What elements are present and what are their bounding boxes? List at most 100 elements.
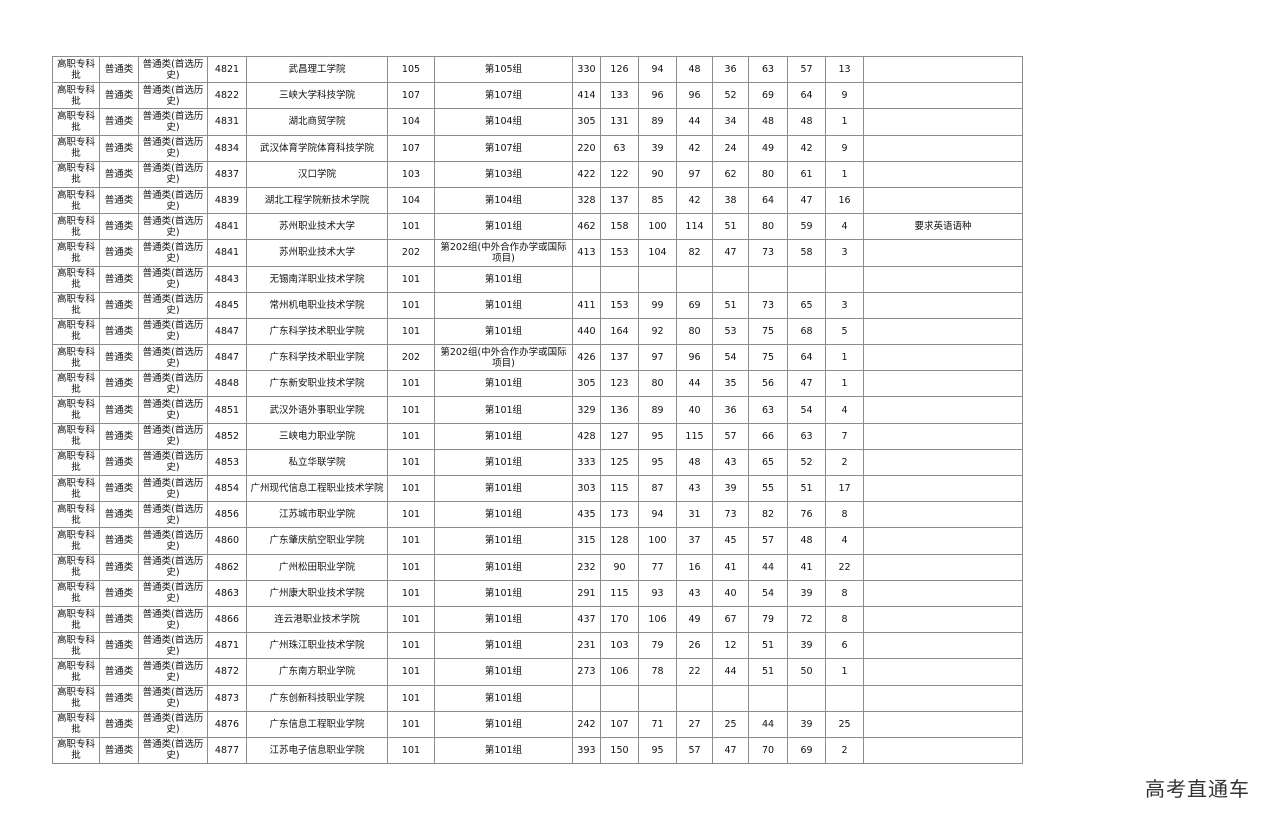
score-cell-3: 80 (638, 370, 677, 398)
type-cell: 普通类 (99, 108, 139, 136)
score-cell-3: 85 (638, 186, 677, 215)
type-cell: 普通类 (99, 213, 139, 241)
score-cell-5: 54 (712, 344, 749, 372)
score-cell-6: 48 (748, 108, 788, 136)
school-code-cell: 4834 (207, 134, 247, 162)
group-name-cell: 第101组 (434, 579, 573, 607)
batch-cell: 高职专科批 (52, 527, 100, 555)
score-cell-3: 100 (638, 213, 677, 241)
score-cell-3: 79 (638, 632, 677, 660)
score-cell-6: 69 (748, 82, 788, 110)
subject-cell: 普通类(首选历史) (138, 213, 208, 241)
school-code-cell: 4843 (207, 265, 247, 293)
score-cell-5: 36 (712, 396, 749, 424)
score-cell-6: 73 (748, 291, 788, 319)
school-code-cell: 4863 (207, 579, 247, 607)
score-cell-2: 173 (600, 501, 639, 529)
school-code-cell: 4853 (207, 448, 247, 477)
batch-cell: 高职专科批 (52, 213, 100, 241)
score-cell-5: 34 (712, 108, 749, 136)
score-cell-5: 41 (712, 553, 749, 581)
batch-cell: 高职专科批 (52, 55, 100, 84)
batch-cell: 高职专科批 (52, 134, 100, 162)
batch-cell: 高职专科批 (52, 710, 100, 738)
score-cell-1: 414 (572, 82, 601, 110)
note-cell (863, 474, 1023, 503)
group-code-cell: 103 (387, 160, 435, 188)
score-cell-5: 25 (712, 710, 749, 738)
batch-cell: 高职专科批 (52, 317, 100, 346)
group-name-cell: 第104组 (434, 108, 573, 136)
type-cell: 普通类 (99, 396, 139, 424)
score-cell-3: 93 (638, 579, 677, 607)
subject-cell: 普通类(首选历史) (138, 448, 208, 477)
school-code-cell: 4856 (207, 501, 247, 529)
table-row: 高职专科批 普通类 普通类(首选历史) 4841 苏州职业技术大学 202 第202组(中外… (52, 239, 1023, 267)
score-cell-5: 57 (712, 422, 749, 450)
school-code-cell: 4872 (207, 658, 247, 686)
score-cell-4: 44 (676, 370, 713, 398)
group-code-cell: 101 (387, 527, 435, 555)
table-row: 高职专科批 普通类 普通类(首选历史) 4860 广东肇庆航空职业学院 101 第101组 3… (52, 527, 1023, 555)
score-cell-5: 62 (712, 160, 749, 188)
score-cell-5: 45 (712, 527, 749, 555)
table-row: 高职专科批 普通类 普通类(首选历史) 4871 广州珠江职业技术学院 101 第101组 2… (52, 632, 1023, 660)
school-name-cell: 武汉体育学院体育科技学院 (246, 134, 388, 162)
score-cell-8: 8 (825, 579, 864, 607)
table-row: 高职专科批 普通类 普通类(首选历史) 4863 广州康大职业技术学院 101 第101组 2… (52, 579, 1023, 607)
score-cell-5: 53 (712, 317, 749, 346)
school-code-cell: 4848 (207, 370, 247, 398)
school-name-cell: 广东南方职业学院 (246, 658, 388, 686)
table-row: 高职专科批 普通类 普通类(首选历史) 4821 武昌理工学院 105 第105组 330 12… (52, 55, 1023, 84)
group-name-cell: 第101组 (434, 553, 573, 581)
school-name-cell: 江苏电子信息职业学院 (246, 736, 388, 765)
note-cell (863, 291, 1023, 319)
score-cell-1: 413 (572, 239, 601, 267)
score-cell-5: 51 (712, 213, 749, 241)
table-row: 高职专科批 普通类 普通类(首选历史) 4866 连云港职业技术学院 101 第101组 43… (52, 605, 1023, 634)
type-cell: 普通类 (99, 736, 139, 765)
school-code-cell: 4841 (207, 239, 247, 267)
score-cell-4: 48 (676, 55, 713, 84)
score-cell-4: 82 (676, 239, 713, 267)
score-cell-2: 106 (600, 658, 639, 686)
score-cell-5: 12 (712, 632, 749, 660)
score-cell-8: 8 (825, 501, 864, 529)
batch-cell: 高职专科批 (52, 422, 100, 450)
score-cell-4: 44 (676, 108, 713, 136)
note-cell (863, 370, 1023, 398)
school-name-cell: 广州现代信息工程职业技术学院 (246, 474, 388, 503)
score-cell-1: 220 (572, 134, 601, 162)
group-code-cell: 101 (387, 710, 435, 738)
score-cell-1: 303 (572, 474, 601, 503)
score-cell-4 (676, 265, 713, 293)
score-cell-3: 78 (638, 658, 677, 686)
batch-cell: 高职专科批 (52, 605, 100, 634)
score-cell-5: 40 (712, 579, 749, 607)
score-cell-8: 9 (825, 82, 864, 110)
score-cell-8 (825, 684, 864, 712)
score-cell-3: 95 (638, 448, 677, 477)
group-code-cell: 101 (387, 736, 435, 765)
score-cell-7: 59 (787, 213, 826, 241)
score-cell-4: 43 (676, 579, 713, 607)
school-code-cell: 4847 (207, 317, 247, 346)
score-cell-3: 71 (638, 710, 677, 738)
school-code-cell: 4877 (207, 736, 247, 765)
table-row: 高职专科批 普通类 普通类(首选历史) 4831 湖北商贸学院 104 第104组 305 13… (52, 108, 1023, 136)
score-cell-2: 170 (600, 605, 639, 634)
school-name-cell: 广东科学技术职业学院 (246, 317, 388, 346)
score-cell-5 (712, 684, 749, 712)
type-cell: 普通类 (99, 553, 139, 581)
score-cell-4: 80 (676, 317, 713, 346)
batch-cell: 高职专科批 (52, 186, 100, 215)
school-code-cell: 4851 (207, 396, 247, 424)
batch-cell: 高职专科批 (52, 160, 100, 188)
score-cell-3: 104 (638, 239, 677, 267)
score-cell-6: 73 (748, 239, 788, 267)
group-code-cell: 101 (387, 265, 435, 293)
score-cell-8: 1 (825, 108, 864, 136)
type-cell: 普通类 (99, 658, 139, 686)
score-cell-6: 63 (748, 55, 788, 84)
score-cell-5 (712, 265, 749, 293)
